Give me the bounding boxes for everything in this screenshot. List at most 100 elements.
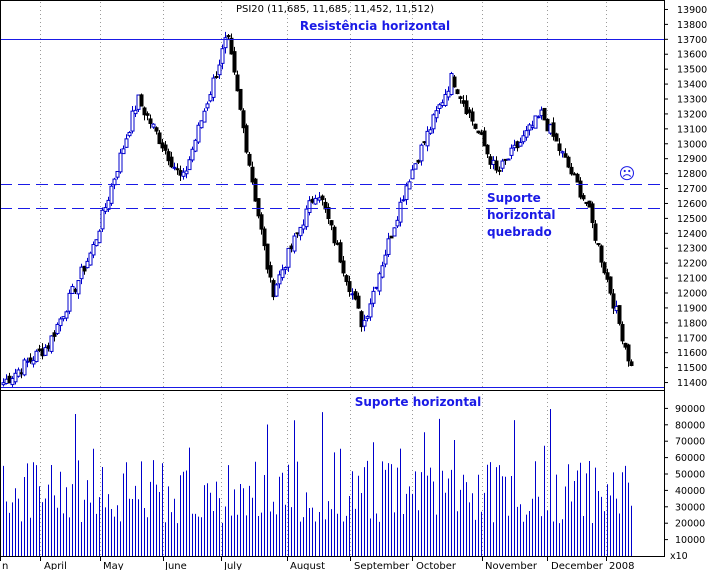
candle-body: [617, 305, 622, 324]
month-label: September: [354, 561, 410, 570]
candle-body: [362, 319, 367, 327]
candle-body: [473, 123, 478, 129]
candle-body: [214, 75, 219, 78]
candle-body: [410, 169, 415, 180]
price-tick-label: 12500: [677, 214, 707, 225]
candle-body: [220, 48, 225, 64]
candle-body: [611, 293, 616, 309]
candle-body: [151, 123, 156, 128]
annotation-quebrado: quebrado: [487, 225, 552, 239]
volume-tick-label: 80000: [675, 420, 705, 431]
candle-body: [262, 228, 267, 247]
price-tick-label: 12800: [677, 169, 707, 180]
candle-body: [238, 88, 243, 110]
candle-body: [569, 166, 574, 175]
candle-body: [121, 148, 126, 155]
candle-body: [431, 114, 436, 130]
candle-body: [392, 227, 397, 237]
candle-body: [344, 275, 349, 283]
month-grid: [40, 2, 607, 556]
candle-body: [190, 148, 195, 161]
candle-body: [34, 350, 39, 363]
candle-body: [326, 207, 331, 220]
candle-body: [199, 120, 204, 129]
price-tick-label: 12400: [677, 229, 707, 240]
volume-tick-label: 40000: [675, 486, 705, 497]
candle-body: [100, 209, 105, 230]
candle-body: [593, 223, 598, 241]
candle-body: [596, 243, 601, 246]
candle-body: [551, 122, 556, 137]
candle-body: [49, 335, 54, 352]
price-tick-label: 12100: [677, 274, 707, 285]
price-tick-label: 12000: [677, 289, 707, 300]
price-tick-label: 12300: [677, 244, 707, 255]
candle-body: [67, 292, 72, 312]
candle-body: [599, 245, 604, 263]
candle-body: [425, 130, 430, 147]
candle-body: [259, 214, 264, 230]
candle-body: [127, 131, 132, 137]
candle-body: [395, 219, 400, 227]
candle-body: [55, 323, 60, 334]
candle-body: [329, 220, 334, 226]
candle-body: [365, 316, 370, 319]
candle-body: [380, 265, 385, 278]
candle-body: [139, 94, 144, 107]
volume-tick-label: 30000: [675, 502, 705, 513]
candle-body: [91, 243, 96, 256]
candle-body: [605, 272, 610, 280]
candle-body: [13, 372, 18, 383]
candle-body: [353, 291, 358, 300]
candle-body: [196, 124, 201, 143]
candle-body: [181, 171, 186, 177]
price-tick-label: 12600: [677, 199, 707, 210]
candle-body: [383, 254, 388, 265]
month-label: May: [103, 561, 124, 570]
month-label: October: [416, 561, 457, 570]
month-label: June: [164, 561, 187, 570]
price-tick-label: 12200: [677, 259, 707, 270]
price-tick-label: 13600: [677, 50, 707, 61]
month-label: April: [44, 561, 67, 570]
volume-tick-label: 70000: [675, 437, 705, 448]
candle-body: [79, 266, 84, 280]
candle-body: [268, 265, 273, 278]
candle-body: [542, 107, 547, 121]
candle-body: [133, 109, 138, 115]
volume-series: [3, 408, 632, 556]
candle-body: [265, 243, 270, 270]
candle-body: [566, 156, 571, 168]
candle-body: [620, 324, 625, 342]
price-tick-label: 11900: [677, 303, 707, 314]
candle-body: [629, 361, 634, 366]
price-tick-label: 11800: [677, 318, 707, 329]
candle-body: [428, 129, 433, 134]
candle-body: [304, 208, 309, 228]
candle-body: [52, 332, 57, 337]
month-label: August: [290, 561, 325, 570]
candle-body: [581, 195, 586, 200]
month-label: July: [223, 561, 242, 570]
candle-body: [256, 198, 261, 217]
candle-body: [626, 344, 631, 362]
price-tick-label: 13800: [677, 20, 707, 31]
candle-body: [154, 127, 159, 132]
candlestick-series: [1, 31, 634, 388]
candle-body: [172, 166, 177, 169]
candle-body: [557, 143, 562, 152]
candle-body: [509, 147, 514, 156]
candle-body: [118, 152, 123, 173]
candle-body: [602, 262, 607, 274]
month-label: 2008: [609, 561, 634, 570]
candle-body: [112, 178, 117, 186]
candle-body: [283, 267, 288, 270]
candle-body: [241, 110, 246, 129]
candle-body: [229, 37, 234, 55]
candle-body: [389, 235, 394, 239]
price-tick-label: 13100: [677, 124, 707, 135]
price-tick-label: 13900: [677, 5, 707, 16]
volume-tick-label: 50000: [675, 470, 705, 481]
